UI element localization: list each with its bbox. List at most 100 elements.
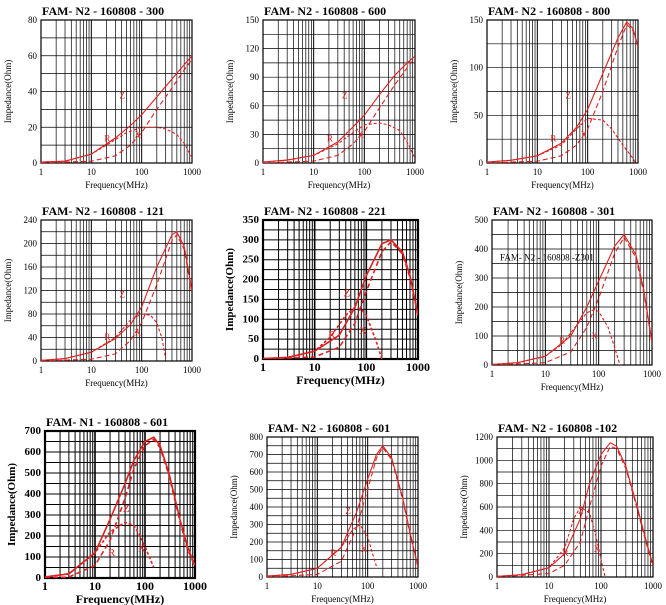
- y-tick-label: 80: [28, 15, 38, 25]
- x-tick-label: 10: [541, 369, 551, 379]
- x-tick-label: 1000: [629, 167, 648, 177]
- y-tick-label: 0: [33, 356, 38, 366]
- curve-group: [41, 55, 192, 163]
- curve-annotation: Z: [578, 506, 584, 516]
- impedance-curve-z: [497, 442, 653, 577]
- y-tick-label: 90: [250, 72, 260, 82]
- y-axis-label: Impedance(Ohm): [454, 261, 464, 324]
- x-axis-label: Frequency(MHz): [85, 378, 147, 388]
- curve-annotation: R: [108, 547, 116, 559]
- y-tick-label: 400: [480, 525, 494, 535]
- curve-group: [492, 233, 652, 365]
- y-axis-label: Impedance(Ohm): [225, 60, 235, 123]
- y-tick-label: 1200: [475, 432, 494, 442]
- impedance-curve-r: [45, 438, 195, 578]
- x-tick-label: 1000: [183, 365, 202, 375]
- y-tick-label: 80: [28, 309, 38, 319]
- y-tick-label: 400: [25, 488, 42, 500]
- y-tick-label: 150: [243, 293, 260, 305]
- y-tick-label: 600: [250, 467, 264, 477]
- y-tick-label: 350: [243, 214, 260, 226]
- curve-annotation: X: [361, 544, 368, 554]
- plot-frame: [491, 219, 653, 366]
- impedance-curve-x: [497, 506, 606, 577]
- x-tick-label: 10: [309, 167, 319, 177]
- impedance-curve-x: [263, 306, 383, 359]
- x-axis-label: Frequency(MHz): [76, 592, 164, 605]
- y-tick-label: 120: [24, 286, 38, 296]
- impedance-chart-2: FAM- N2 - 160808 - 600 1 10 100 1000 0 30 60 90 1…: [225, 4, 425, 190]
- impedance-curve-z: [41, 55, 192, 163]
- chart-title: FAM- N2 - 160808 - 300: [42, 4, 164, 18]
- impedance-chart-5: FAM- N2 - 160808 - 221 1 10 100 1000 0 50 100 15…: [224, 204, 430, 387]
- curve-annotation: X: [135, 129, 142, 139]
- x-tick-label: 10: [313, 581, 323, 591]
- plot-frame: [261, 218, 420, 361]
- curve-annotation: X: [357, 129, 364, 139]
- impedance-chart-4: FAM- N2 - 160808 - 121 1 10 100 1000 0 40 80 120…: [3, 204, 202, 388]
- y-tick-label: 100: [25, 551, 42, 563]
- x-tick-label: 1: [490, 369, 495, 379]
- impedance-curve-x: [45, 521, 155, 578]
- curve-annotation: R: [563, 548, 569, 558]
- x-tick-label: 10: [87, 365, 97, 375]
- y-tick-label: 600: [25, 446, 42, 458]
- y-tick-label: 100: [470, 63, 484, 73]
- chart-title: FAM- N2 - 160808 -102: [498, 421, 617, 435]
- impedance-curve-x: [263, 122, 415, 163]
- y-axis-label: Impedance(Ohm): [459, 475, 469, 538]
- x-axis-label: Frequency(MHz): [85, 180, 147, 190]
- impedance-chart-3: FAM- N2 - 160808 - 800 1 10 100 1000 0 50 100 15…: [449, 4, 648, 190]
- plot-frame: [262, 19, 416, 164]
- x-tick-label: 100: [592, 369, 606, 379]
- curve-annotation: X: [135, 328, 142, 338]
- impedance-chart-6: FAM- N2 - 160808 - 301 1 10 100 1000 0 100 200 3…: [454, 204, 662, 392]
- plot-frame: [486, 19, 639, 164]
- y-tick-label: 150: [246, 15, 260, 25]
- x-tick-label: 100: [135, 167, 149, 177]
- y-tick-label: 160: [24, 262, 38, 272]
- x-tick-label: 1: [39, 167, 44, 177]
- impedance-curve-z: [41, 231, 192, 361]
- chart-title: FAM- N2 - 160808 - 221: [264, 204, 386, 218]
- y-tick-label: 0: [484, 360, 489, 370]
- x-tick-label: 1000: [183, 579, 207, 593]
- impedance-chart-9: FAM- N2 - 160808 -102 1 10 100 1000 0 200 400 60…: [459, 421, 663, 604]
- curve-annotation: R: [328, 329, 336, 341]
- x-tick-label: 1000: [643, 369, 662, 379]
- chart-title: FAM- N1 - 160808 - 601: [46, 415, 168, 429]
- x-tick-label: 1: [265, 581, 270, 591]
- y-tick-label: 60: [250, 101, 260, 111]
- y-tick-label: 150: [470, 15, 484, 25]
- x-tick-label: 1: [261, 167, 266, 177]
- x-tick-label: 1000: [406, 360, 430, 374]
- impedance-curve-r: [263, 240, 418, 359]
- x-tick-label: 100: [136, 579, 154, 593]
- y-axis-label: Impedance(Ohm): [449, 60, 459, 123]
- x-tick-label: 100: [135, 365, 149, 375]
- x-tick-label: 1: [39, 365, 44, 375]
- impedance-curve-r: [497, 445, 653, 577]
- chart-title: FAM- N2 - 160808 - 121: [42, 204, 164, 218]
- y-tick-label: 700: [250, 450, 264, 460]
- y-tick-label: 500: [250, 485, 264, 495]
- curve-annotation: FAM- N2 - 160808 -Z301: [500, 253, 594, 263]
- y-tick-label: 200: [480, 549, 494, 559]
- y-tick-label: 60: [28, 51, 38, 61]
- y-tick-label: 500: [25, 467, 42, 479]
- y-tick-label: 0: [33, 158, 38, 168]
- plot-frame: [43, 429, 197, 580]
- curve-annotation: R: [327, 134, 333, 144]
- curve-group: [41, 231, 192, 361]
- y-tick-label: 800: [480, 479, 494, 489]
- y-tick-label: 50: [248, 333, 260, 345]
- y-tick-label: 0: [255, 158, 260, 168]
- curve-annotation: Z: [123, 503, 130, 515]
- y-tick-label: 300: [243, 234, 260, 246]
- y-tick-label: 240: [24, 215, 38, 225]
- y-tick-label: 0: [489, 572, 494, 582]
- x-tick-label: 10: [87, 167, 97, 177]
- y-tick-label: 250: [243, 254, 260, 266]
- impedance-curve-z: [487, 20, 638, 163]
- x-tick-label: 1000: [409, 581, 428, 591]
